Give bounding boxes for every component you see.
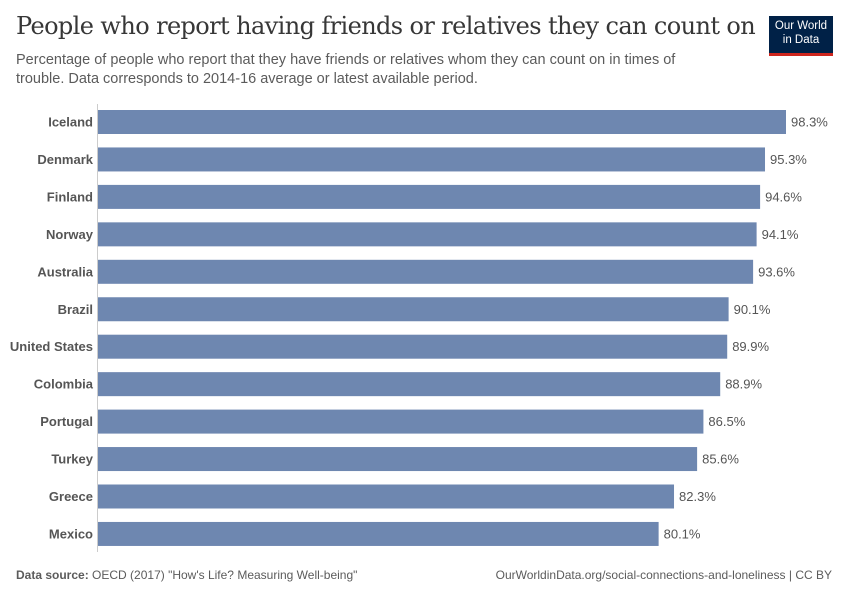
owid-logo[interactable]: Our World in Data: [769, 16, 833, 56]
value-label: 80.1%: [664, 526, 701, 541]
value-label: 82.3%: [679, 489, 716, 504]
category-label: Finland: [47, 189, 93, 204]
value-label: 93.6%: [758, 264, 795, 279]
logo-line-2: in Data: [782, 34, 820, 46]
category-label: Turkey: [51, 452, 93, 467]
category-label: Iceland: [48, 115, 93, 130]
bar: [98, 259, 754, 284]
bar: [98, 297, 729, 322]
bar: [98, 147, 766, 172]
chart-title: People who report having friends or rela…: [16, 12, 756, 40]
bar: [98, 521, 659, 546]
category-label: Greece: [49, 489, 93, 504]
source-url[interactable]: OurWorldinData.org/social-connections-an…: [495, 568, 832, 582]
bar: [98, 222, 757, 247]
value-label: 85.6%: [702, 452, 739, 467]
value-label: 90.1%: [734, 302, 771, 317]
category-label: Mexico: [49, 526, 93, 541]
value-label: 94.1%: [762, 227, 799, 242]
bar: [98, 184, 761, 209]
category-label: Brazil: [58, 302, 93, 317]
bar: [98, 334, 728, 359]
bar: [98, 110, 786, 134]
value-label: 95.3%: [770, 152, 807, 167]
value-label: 98.3%: [791, 115, 828, 130]
bar: [98, 372, 721, 397]
logo-line-1: Our World: [774, 20, 828, 32]
category-label: Australia: [37, 264, 93, 279]
category-label: Norway: [46, 227, 94, 242]
source-text: OECD (2017) "How's Life? Measuring Well-…: [92, 568, 358, 582]
data-source: Data source: OECD (2017) "How's Life? Me…: [16, 568, 357, 582]
bar: [98, 484, 675, 509]
chart-subtitle: Percentage of people who report that the…: [16, 52, 676, 87]
category-label: Portugal: [40, 414, 93, 429]
value-label: 86.5%: [708, 414, 745, 429]
value-label: 89.9%: [732, 339, 769, 354]
bar: [98, 447, 698, 472]
value-label: 88.9%: [725, 377, 762, 392]
category-label: Colombia: [34, 377, 94, 392]
category-label: Denmark: [37, 152, 93, 167]
bar: [98, 409, 704, 434]
value-label: 94.6%: [765, 189, 802, 204]
source-label: Data source:: [16, 568, 89, 582]
category-label: United States: [10, 339, 93, 354]
